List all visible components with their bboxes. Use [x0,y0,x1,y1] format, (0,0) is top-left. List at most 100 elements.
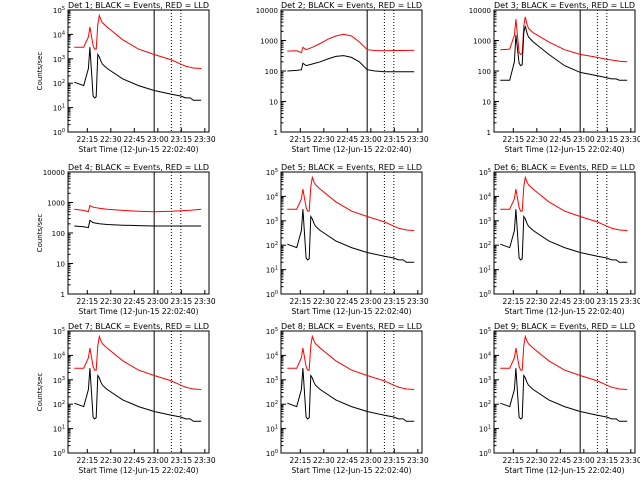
x-tick-label: 23:00 [147,135,169,144]
x-tick-label: 22:45 [550,135,572,144]
series-line-red [74,204,202,213]
y-tick-label: 103 [53,376,65,385]
series-line-black [287,55,415,73]
x-tick-label: 23:15 [384,456,406,465]
x-tick-label: 22:15 [77,135,99,144]
x-tick-label: 22:15 [77,297,99,306]
x-tick-label: 22:30 [100,297,122,306]
series-line-red [500,334,628,390]
y-tick-label: 10 [56,261,65,269]
y-tick-label: 101 [53,425,65,434]
series-line-black [74,47,202,101]
y-axis-label: Counts/sec [36,52,44,91]
x-tick-label: 22:30 [313,456,335,465]
y-tick-label: 1000 [473,38,491,46]
y-tick-label: 1 [487,129,491,137]
x-tick-label: 23:15 [171,135,193,144]
x-tick-label: 23:15 [597,456,619,465]
y-tick-label: 103 [266,217,278,226]
series-line-black [500,25,628,81]
x-tick-label: 23:30 [620,135,640,144]
series-line-red [287,175,415,231]
x-tick-label: 23:00 [573,297,595,306]
y-tick-label: 103 [479,376,491,385]
y-axis-label: Counts/sec [36,373,44,412]
x-tick-label: 22:15 [290,297,312,306]
y-tick-label: 100 [478,68,491,76]
y-tick-label: 103 [479,217,491,226]
x-tick-label: 23:15 [597,135,619,144]
x-tick-label: 23:30 [194,297,216,306]
chart-title: Det 2; BLACK = Events, RED = LLD [281,1,422,10]
plot-frame [280,330,423,454]
chart-title: Det 5; BLACK = Events, RED = LLD [281,163,422,172]
y-tick-label: 102 [266,241,278,250]
y-tick-label: 100 [265,68,278,76]
x-tick-label: 22:45 [124,456,146,465]
x-axis-label: Start Time (12-Jun-15 22:02:40) [79,307,199,316]
y-tick-label: 104 [53,351,65,360]
plot-frame [493,171,636,295]
x-tick-label: 23:15 [171,456,193,465]
x-tick-label: 23:15 [171,297,193,306]
x-tick-label: 22:45 [337,135,359,144]
x-axis-label: Start Time (12-Jun-15 22:02:40) [505,145,625,154]
x-tick-label: 22:45 [124,135,146,144]
series-line-red [287,33,415,54]
x-axis-label: Start Time (12-Jun-15 22:02:40) [79,145,199,154]
series-line-black [500,209,628,263]
plot-frame [280,171,423,295]
y-tick-label: 10000 [469,7,491,15]
x-tick-label: 23:00 [360,456,382,465]
series-line-red [500,16,628,63]
series-line-red [500,175,628,231]
x-tick-label: 22:15 [77,456,99,465]
y-tick-label: 10 [269,99,278,107]
y-axis-label: Counts/sec [36,214,44,253]
y-tick-label: 104 [266,351,278,360]
plot-frame [67,9,210,133]
x-tick-label: 22:15 [503,456,525,465]
series-line-black [287,368,415,422]
x-axis-label: Start Time (12-Jun-15 22:02:40) [505,307,625,316]
y-tick-label: 100 [266,290,278,299]
y-tick-label: 105 [266,327,278,336]
plot-frame [67,171,210,295]
y-tick-label: 102 [479,241,491,250]
x-tick-label: 22:30 [313,297,335,306]
plot-frame [493,330,636,454]
x-tick-label: 23:30 [194,135,216,144]
x-tick-label: 22:30 [313,135,335,144]
chart-title: Det 8; BLACK = Events, RED = LLD [281,322,422,331]
x-tick-label: 22:45 [550,456,572,465]
x-tick-label: 22:15 [503,297,525,306]
x-tick-label: 23:15 [384,135,406,144]
x-tick-label: 22:30 [100,456,122,465]
y-tick-label: 101 [479,425,491,434]
x-tick-label: 23:00 [147,297,169,306]
y-tick-label: 103 [266,376,278,385]
x-tick-label: 23:30 [620,297,640,306]
y-tick-label: 101 [266,425,278,434]
y-tick-label: 105 [266,168,278,177]
x-tick-label: 23:30 [407,135,429,144]
y-tick-label: 102 [479,400,491,409]
x-axis-label: Start Time (12-Jun-15 22:02:40) [505,466,625,475]
chart-title: Det 1; BLACK = Events, RED = LLD [68,1,209,10]
y-tick-label: 105 [53,6,65,15]
chart-title: Det 3; BLACK = Events, RED = LLD [494,1,635,10]
x-tick-label: 23:00 [360,135,382,144]
x-tick-label: 23:00 [573,135,595,144]
x-axis-label: Start Time (12-Jun-15 22:02:40) [79,466,199,475]
y-tick-label: 101 [479,266,491,275]
y-tick-label: 1 [274,129,278,137]
x-tick-label: 23:00 [573,456,595,465]
y-tick-label: 101 [53,104,65,113]
plot-frame [280,9,423,133]
x-axis-label: Start Time (12-Jun-15 22:02:40) [292,466,412,475]
series-line-red [287,334,415,390]
y-tick-label: 105 [53,327,65,336]
